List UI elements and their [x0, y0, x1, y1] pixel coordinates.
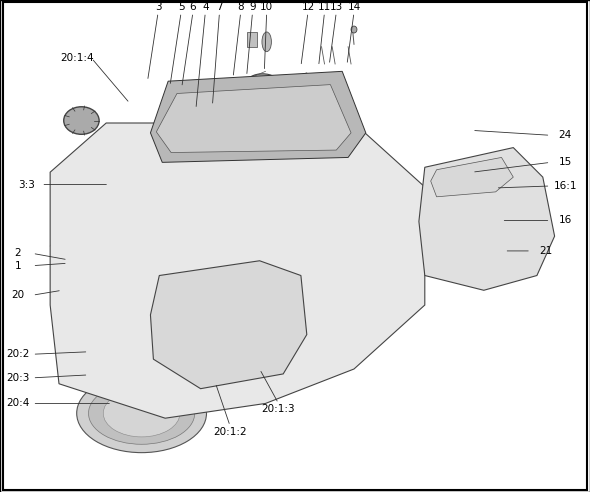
Text: 6: 6 — [189, 2, 196, 12]
Text: 20:1:4: 20:1:4 — [60, 53, 93, 63]
Text: 10: 10 — [260, 2, 273, 12]
Ellipse shape — [88, 382, 195, 444]
Text: 1: 1 — [14, 261, 21, 271]
Ellipse shape — [504, 231, 516, 241]
Text: 8: 8 — [237, 2, 244, 12]
Polygon shape — [150, 261, 307, 389]
Text: 4: 4 — [202, 2, 209, 12]
Text: 15: 15 — [559, 157, 572, 167]
Text: 20:1:2: 20:1:2 — [214, 427, 247, 437]
Text: 9: 9 — [249, 2, 256, 12]
Ellipse shape — [103, 390, 180, 437]
Text: 14: 14 — [348, 2, 360, 12]
Text: 3:3: 3:3 — [18, 180, 35, 189]
Text: 4Replacementparts.com: 4Replacementparts.com — [176, 251, 414, 270]
Polygon shape — [150, 71, 366, 162]
Text: 11: 11 — [318, 2, 331, 12]
Text: 16:1: 16:1 — [553, 181, 577, 191]
Text: 2: 2 — [14, 248, 21, 258]
Ellipse shape — [77, 226, 189, 330]
Text: 20: 20 — [11, 290, 24, 300]
Ellipse shape — [77, 374, 206, 453]
Text: 20:2: 20:2 — [6, 349, 30, 359]
Ellipse shape — [64, 107, 99, 134]
Polygon shape — [156, 85, 351, 153]
Bar — [247, 32, 257, 47]
Text: 21: 21 — [539, 246, 552, 256]
Ellipse shape — [84, 147, 99, 158]
Text: 20:3: 20:3 — [6, 373, 30, 383]
Ellipse shape — [262, 32, 271, 52]
Text: 20:1:3: 20:1:3 — [262, 404, 295, 414]
Text: 20:4: 20:4 — [6, 399, 30, 408]
Ellipse shape — [246, 74, 279, 93]
Text: 12: 12 — [301, 2, 314, 12]
Polygon shape — [431, 157, 513, 197]
Text: 7: 7 — [216, 2, 223, 12]
Ellipse shape — [156, 363, 268, 393]
Ellipse shape — [351, 26, 357, 33]
Text: 13: 13 — [330, 2, 343, 12]
Text: 3: 3 — [155, 2, 162, 12]
Text: 24: 24 — [559, 130, 572, 140]
Polygon shape — [419, 148, 555, 290]
Text: 5: 5 — [178, 2, 185, 12]
Text: 16: 16 — [559, 215, 572, 225]
Polygon shape — [50, 123, 425, 418]
